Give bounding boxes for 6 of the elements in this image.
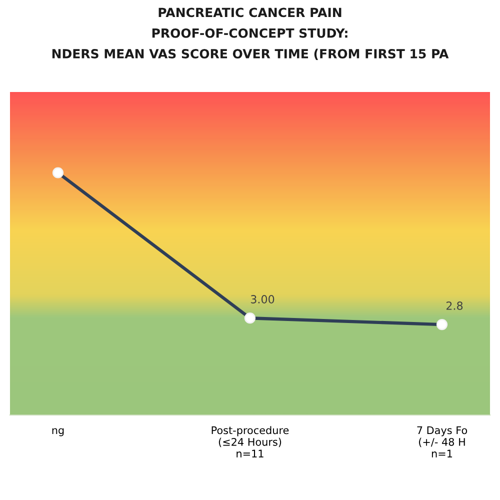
- data-label: 2.8: [446, 302, 463, 310]
- x-tick-label: ng: [52, 428, 64, 436]
- x-tick-label: Post-procedure (≤24 Hours) n=11: [212, 426, 289, 458]
- data-label: 3.00: [250, 295, 274, 304]
- x-tick-label: 7 Days Fo (+/- 48 H n=1: [417, 426, 468, 458]
- chart-title: PANCREATIC CANCER PAIN PROOF-OF-CONCEPT STUDY: NDERS MEAN VAS SCORE OVER TIME (FROM FIRST 15 PA: [52, 8, 449, 60]
